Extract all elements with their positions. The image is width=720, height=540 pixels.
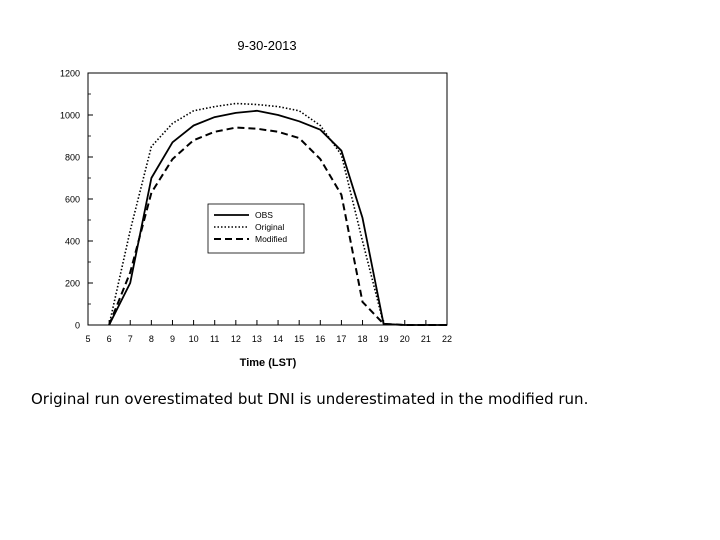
x-tick-label: 9 — [170, 334, 175, 344]
y-axis: 0 200 400 600 800 1000 1200 — [60, 69, 93, 331]
x-tick-label: 18 — [358, 334, 368, 344]
x-tick-label: 14 — [273, 334, 283, 344]
x-tick-label: 21 — [421, 334, 431, 344]
legend-label-modified: Modified — [255, 234, 287, 244]
x-tick-label: 6 — [107, 334, 112, 344]
y-tick-label: 200 — [65, 279, 80, 289]
x-tick-label: 10 — [189, 334, 199, 344]
x-tick-label: 13 — [252, 334, 262, 344]
x-tick-label: 5 — [85, 334, 90, 344]
x-tick-label: 7 — [128, 334, 133, 344]
legend-label-original: Original — [255, 222, 284, 232]
x-tick-label: 19 — [379, 334, 389, 344]
y-tick-label: 1200 — [60, 69, 80, 79]
chart-title: 9-30-2013 — [237, 38, 296, 53]
series-line-modified — [108, 126, 447, 326]
x-tick-label: 17 — [336, 334, 346, 344]
x-axis: 5 6 7 8 9 10 11 12 13 14 15 16 17 18 19 20 21 22 — [85, 320, 452, 344]
x-tick-label: 12 — [231, 334, 241, 344]
series-lines — [108, 102, 447, 326]
plot-frame — [87, 72, 448, 326]
y-tick-label: 0 — [75, 321, 80, 331]
x-tick-label: 22 — [442, 334, 452, 344]
y-tick-label: 600 — [65, 195, 80, 205]
x-axis-label: Time (LST) — [240, 357, 297, 369]
caption: Original run overestimated but DNI is un… — [31, 390, 589, 408]
x-tick-label: 11 — [210, 334, 219, 344]
legend-box — [207, 203, 305, 254]
x-tick-label: 20 — [400, 334, 410, 344]
x-tick-label: 15 — [294, 334, 304, 344]
x-tick-label: 16 — [315, 334, 325, 344]
y-tick-label: 1000 — [60, 111, 80, 121]
legend-label-obs: OBS — [255, 210, 273, 220]
legend: OBS Original Modified — [207, 203, 305, 254]
y-tick-label: 400 — [65, 237, 80, 247]
x-tick-label: 8 — [149, 334, 154, 344]
y-tick-label: 800 — [65, 153, 80, 163]
